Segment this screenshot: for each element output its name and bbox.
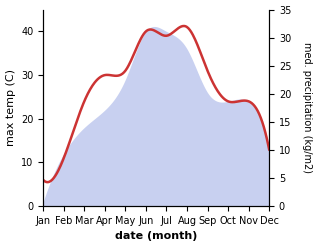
- Y-axis label: med. precipitation (kg/m2): med. precipitation (kg/m2): [302, 42, 313, 173]
- X-axis label: date (month): date (month): [115, 231, 197, 242]
- Y-axis label: max temp (C): max temp (C): [5, 69, 16, 146]
